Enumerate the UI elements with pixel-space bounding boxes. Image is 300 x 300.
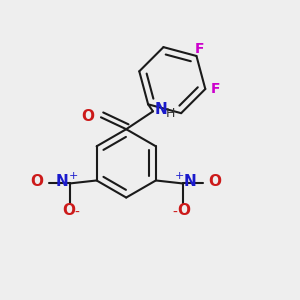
Text: +: + bbox=[69, 171, 78, 181]
Text: N: N bbox=[56, 174, 68, 189]
Text: O: O bbox=[209, 175, 222, 190]
Text: O: O bbox=[81, 109, 94, 124]
Text: -: - bbox=[75, 206, 80, 220]
Text: F: F bbox=[195, 42, 205, 56]
Text: O: O bbox=[178, 203, 190, 218]
Text: N: N bbox=[154, 102, 167, 117]
Text: N: N bbox=[184, 174, 197, 189]
Text: O: O bbox=[62, 203, 75, 218]
Text: O: O bbox=[31, 175, 44, 190]
Text: +: + bbox=[174, 171, 184, 181]
Text: -: - bbox=[173, 206, 178, 220]
Text: F: F bbox=[211, 82, 220, 96]
Text: H: H bbox=[166, 107, 175, 120]
